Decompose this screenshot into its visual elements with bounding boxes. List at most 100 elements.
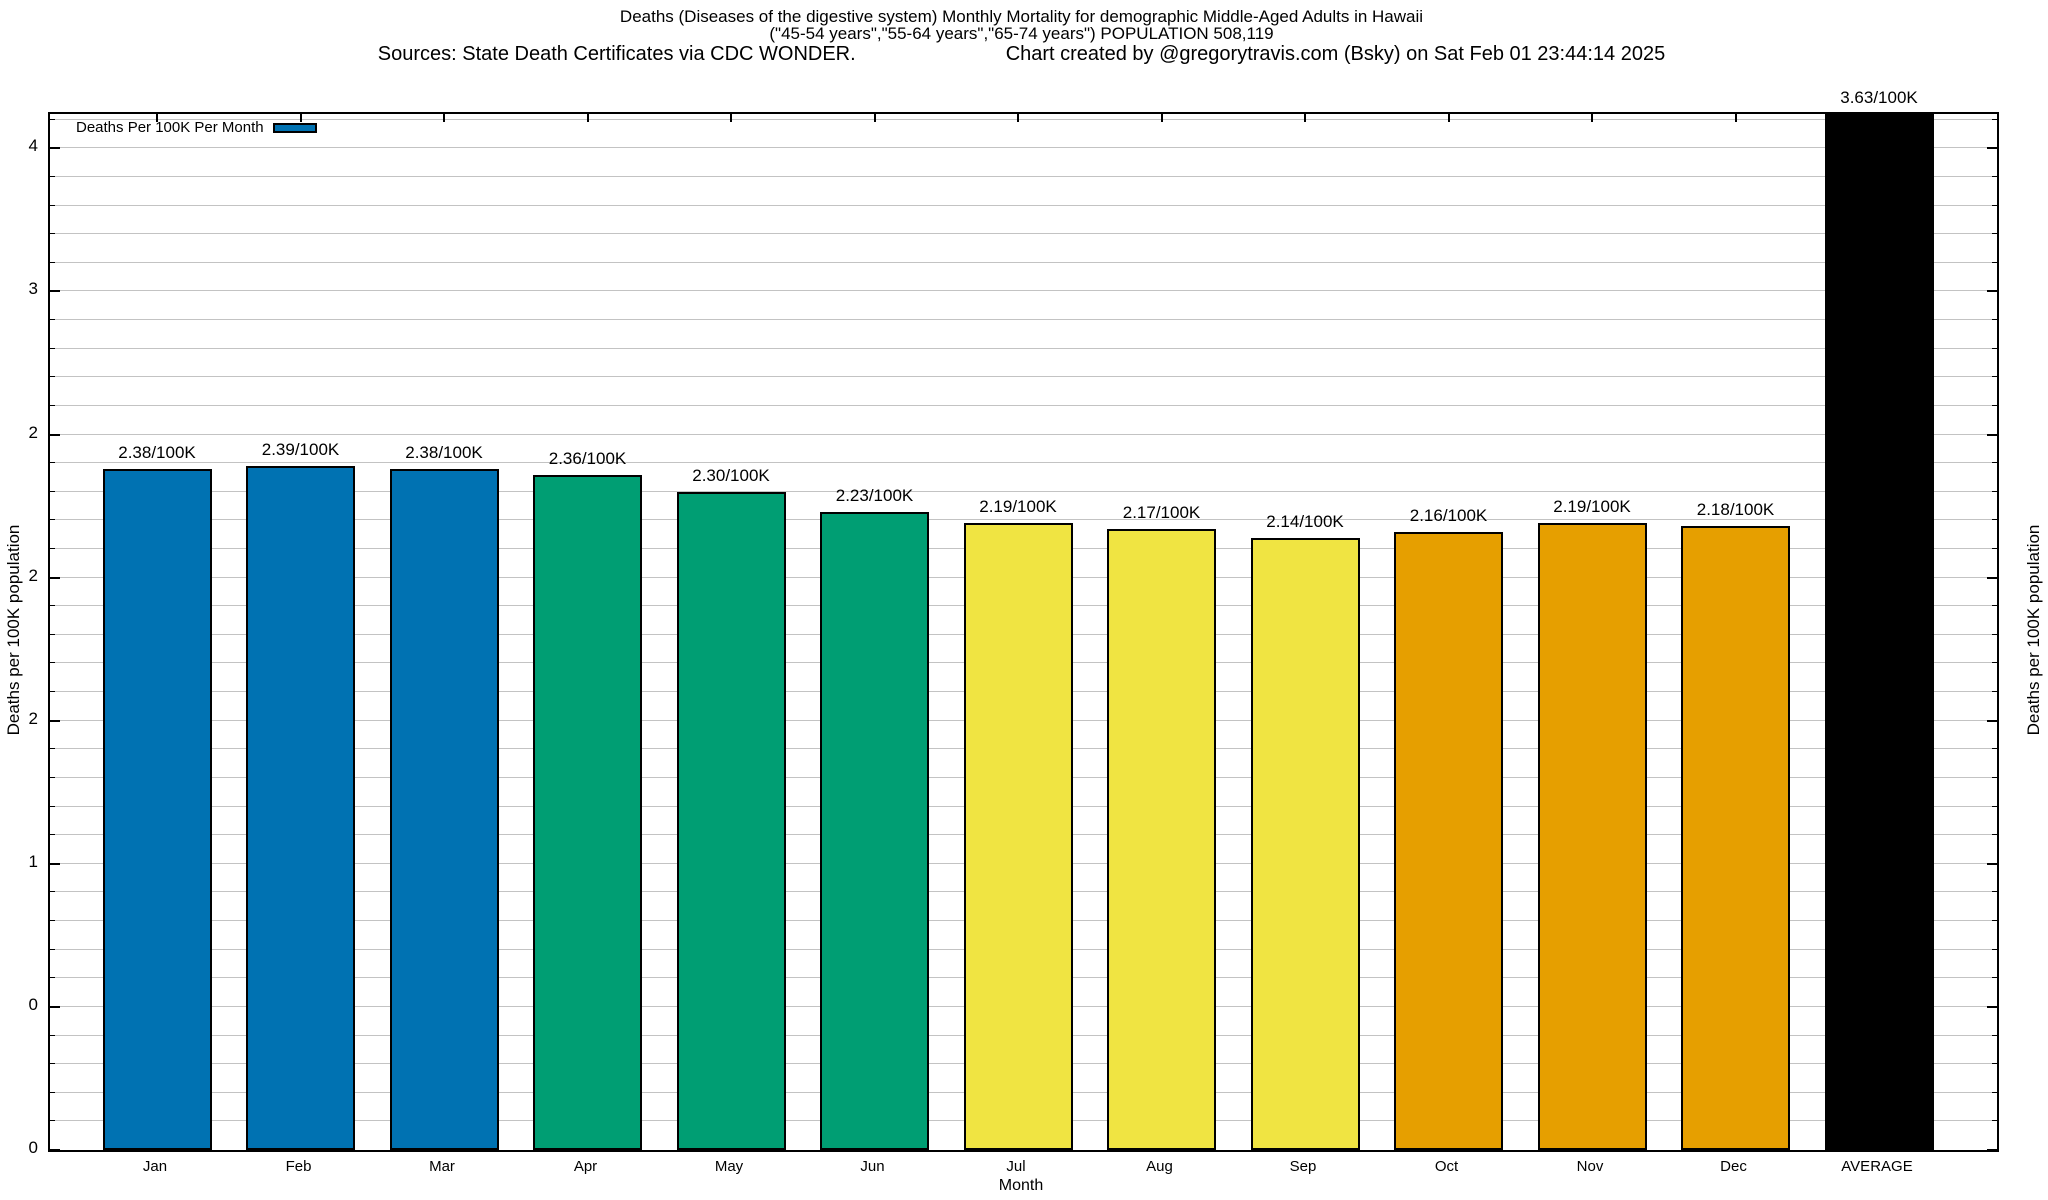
y-minor-tick xyxy=(50,204,55,206)
bar-value-label: 3.63/100K xyxy=(1840,88,1918,107)
x-top-tick xyxy=(299,114,302,122)
gridline xyxy=(50,204,1997,206)
y-minor-tick xyxy=(1992,118,1997,120)
y-minor-tick xyxy=(1992,1005,1997,1007)
bar-value-label: 2.36/100K xyxy=(548,448,627,468)
y-minor-tick xyxy=(50,404,55,406)
bar-aug xyxy=(1107,528,1216,1150)
gridline xyxy=(50,490,1997,492)
y-minor-tick xyxy=(50,1034,55,1036)
x-axis-title: Month xyxy=(998,1177,1044,1194)
y-minor-tick xyxy=(50,1005,55,1007)
y-major-tick xyxy=(50,719,60,722)
y-minor-tick xyxy=(1992,1120,1997,1122)
x-top-tick xyxy=(1017,114,1019,122)
y-minor-tick xyxy=(50,290,55,292)
bar-feb xyxy=(246,466,355,1150)
bar-sep xyxy=(1250,537,1360,1150)
y-tick-label: 2 xyxy=(28,422,38,442)
y-major-tick xyxy=(50,147,60,150)
y-minor-tick xyxy=(1992,404,1997,406)
y-major-tick xyxy=(50,290,60,293)
chart-title-line1: Deaths (Diseases of the digestive system… xyxy=(619,7,1424,26)
bar-value-label: 2.16/100K xyxy=(1409,505,1488,525)
y-minor-tick xyxy=(50,462,55,464)
y-major-tick xyxy=(1987,1149,1997,1151)
y-minor-tick xyxy=(1992,719,1997,721)
x-top-tick xyxy=(156,114,158,122)
y-minor-tick xyxy=(50,319,55,321)
x-top-tick xyxy=(1591,114,1593,122)
bar-value-label: 2.38/100K xyxy=(118,442,196,462)
y-minor-tick xyxy=(1992,633,1997,635)
x-top-tick xyxy=(1734,114,1737,122)
gridline xyxy=(50,233,1997,235)
gridline xyxy=(50,319,1997,321)
legend-label: Deaths Per 100K Per Month xyxy=(76,119,264,136)
y-minor-tick xyxy=(1992,261,1997,263)
y-major-tick xyxy=(1987,719,1997,722)
y-minor-tick xyxy=(50,891,55,893)
sources-text: Sources: State Death Certificates via CD… xyxy=(377,43,856,65)
x-top-tick xyxy=(730,114,732,122)
bar-value-label: 2.30/100K xyxy=(692,465,770,485)
y-minor-tick xyxy=(1992,748,1997,750)
y-axis-title-left: Deaths per 100K population xyxy=(4,524,23,736)
bar-value-label: 2.14/100K xyxy=(1266,511,1344,531)
gridline xyxy=(50,462,1997,464)
x-top-tick xyxy=(873,114,876,122)
y-minor-tick xyxy=(50,948,55,950)
gridline xyxy=(50,261,1997,263)
y-minor-tick xyxy=(1992,1063,1997,1065)
bar-value-label: 2.38/100K xyxy=(405,442,483,462)
y-minor-tick xyxy=(50,376,55,378)
y-tick-label: 2 xyxy=(28,708,38,728)
y-minor-tick xyxy=(50,118,55,120)
y-minor-tick xyxy=(50,1063,55,1065)
y-minor-tick xyxy=(50,347,55,349)
y-minor-tick xyxy=(50,920,55,922)
y-minor-tick xyxy=(1992,1091,1997,1093)
bar-nov xyxy=(1537,523,1647,1150)
y-minor-tick xyxy=(50,776,55,778)
y-minor-tick xyxy=(50,519,55,521)
x-category-label: AVERAGE xyxy=(1841,1158,1913,1175)
y-major-tick xyxy=(50,1005,60,1008)
y-minor-tick xyxy=(1992,233,1997,235)
y-minor-tick xyxy=(50,719,55,721)
y-tick-label: 1 xyxy=(28,851,38,871)
y-tick-label: 2 xyxy=(28,565,38,585)
chart-title-line2: ("45-54 years","55-64 years","65-74 year… xyxy=(769,24,1274,43)
y-minor-tick xyxy=(1992,920,1997,922)
bar-value-label: 2.23/100K xyxy=(835,485,914,505)
bar-oct xyxy=(1394,531,1503,1150)
y-minor-tick xyxy=(1992,319,1997,321)
y-tick-label: 0 xyxy=(28,1138,38,1157)
y-minor-tick xyxy=(50,175,55,177)
bar-value-label: 2.17/100K xyxy=(1122,502,1201,522)
x-category-label: May xyxy=(714,1158,744,1175)
gridline xyxy=(50,118,1997,120)
y-major-tick xyxy=(1987,147,1997,150)
y-minor-tick xyxy=(1992,376,1997,378)
bar-jul xyxy=(963,523,1073,1150)
y-minor-tick xyxy=(50,261,55,263)
x-top-tick xyxy=(1304,114,1306,122)
y-minor-tick xyxy=(50,662,55,664)
chart-title-line3: Sources: State Death Certificates via CD… xyxy=(48,44,1995,65)
bar-apr xyxy=(533,474,642,1150)
x-top-tick xyxy=(1878,114,1880,122)
bar-value-label: 2.18/100K xyxy=(1696,500,1775,520)
y-minor-tick xyxy=(1992,576,1997,578)
bar-jun xyxy=(820,511,929,1150)
x-top-tick xyxy=(1447,114,1450,122)
y-minor-tick xyxy=(50,1091,55,1093)
y-major-tick xyxy=(50,1149,60,1151)
y-tick-label: 0 xyxy=(28,994,38,1014)
y-major-tick xyxy=(50,433,60,436)
y-minor-tick xyxy=(1992,290,1997,292)
gridline xyxy=(50,376,1997,378)
credit-text: Chart created by @gregorytravis.com (Bsk… xyxy=(1005,43,1666,65)
y-minor-tick xyxy=(1992,776,1997,778)
